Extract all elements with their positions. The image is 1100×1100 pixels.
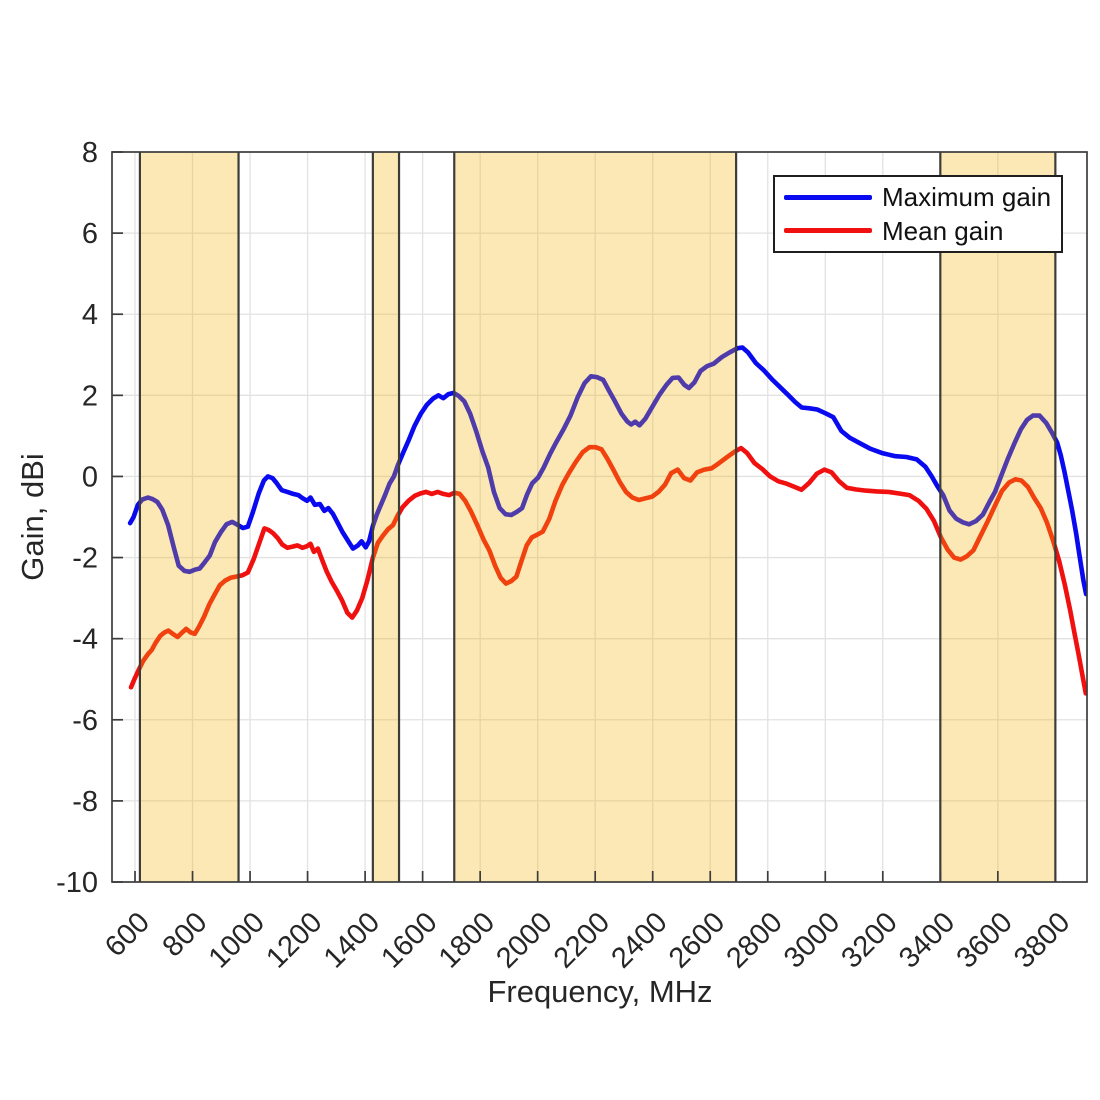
y-axis-label: Gain, dBi bbox=[15, 453, 50, 581]
y-tick-label: 2 bbox=[82, 380, 98, 412]
x-tick-label: 3600 bbox=[951, 906, 1019, 974]
x-tick-label: 3000 bbox=[778, 906, 846, 974]
x-tick-label: 3800 bbox=[1008, 906, 1076, 974]
legend-entry-maximum-gain: Maximum gain bbox=[775, 184, 1061, 210]
shaded-band bbox=[139, 152, 239, 882]
shaded-frequency-bands bbox=[138, 152, 1057, 882]
data-curves bbox=[127, 345, 1087, 696]
legend-label-mean-gain: Mean gain bbox=[882, 215, 1004, 246]
x-tick-label: 2600 bbox=[663, 906, 731, 974]
shaded-band bbox=[454, 152, 737, 882]
x-tick-label: 2800 bbox=[720, 906, 788, 974]
legend-entry-mean-gain: Mean gain bbox=[775, 218, 1061, 244]
maximum-gain-line-sample bbox=[784, 194, 872, 200]
x-tick-label: 1800 bbox=[433, 906, 501, 974]
x-tick-label: 3200 bbox=[835, 906, 903, 974]
shaded-band bbox=[940, 152, 1056, 882]
mean-gain-line-sample bbox=[784, 228, 872, 234]
y-tick-label: -6 bbox=[72, 705, 98, 737]
mean-gain-curve bbox=[128, 444, 1087, 696]
maximum-gain-curve bbox=[127, 345, 1087, 597]
y-tick-label: 6 bbox=[82, 218, 98, 250]
y-tick-label: -8 bbox=[72, 786, 98, 818]
plot-border bbox=[111, 151, 1088, 883]
x-tick-label: 3400 bbox=[893, 906, 961, 974]
x-tick-label: 1400 bbox=[318, 906, 386, 974]
y-tick-label: 4 bbox=[82, 299, 98, 331]
y-tick-label: 8 bbox=[82, 137, 98, 169]
x-axis-label: Frequency, MHz bbox=[487, 974, 713, 1009]
y-tick-label: -10 bbox=[56, 867, 98, 899]
x-tick-label: 2200 bbox=[548, 906, 616, 974]
shaded-band bbox=[372, 152, 400, 882]
x-tick-label: 1200 bbox=[260, 906, 328, 974]
y-tick-label: 0 bbox=[82, 461, 98, 493]
legend: Maximum gain Mean gain bbox=[773, 175, 1063, 253]
x-tick-label: 1600 bbox=[375, 906, 443, 974]
x-tick-label: 1000 bbox=[203, 906, 271, 974]
y-tick-label: -4 bbox=[72, 624, 98, 656]
x-tick-label: 600 bbox=[99, 906, 156, 963]
x-tick-label: 2400 bbox=[605, 906, 673, 974]
legend-label-maximum-gain: Maximum gain bbox=[882, 182, 1052, 213]
y-tick-label: -2 bbox=[72, 543, 98, 575]
x-tick-label: 2000 bbox=[490, 906, 558, 974]
axis-ticks bbox=[112, 151, 1057, 883]
